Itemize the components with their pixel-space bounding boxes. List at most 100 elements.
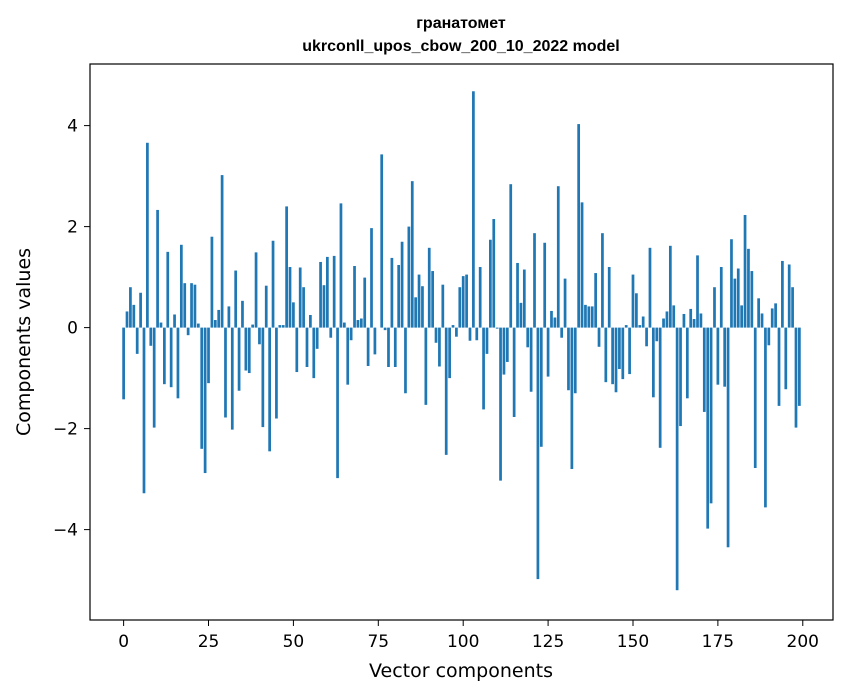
bar [767, 327, 771, 346]
bar [655, 327, 659, 342]
bar [774, 303, 777, 328]
bar [482, 327, 485, 410]
bar [322, 285, 326, 328]
bar [461, 276, 465, 328]
bar [149, 327, 153, 346]
bar [319, 261, 322, 328]
bar [292, 302, 295, 328]
bar [502, 327, 506, 375]
bar [553, 317, 557, 328]
bar [750, 271, 754, 328]
bar [183, 283, 187, 328]
bar [675, 327, 679, 591]
bar [434, 327, 438, 343]
bar [220, 175, 224, 328]
bar [373, 327, 377, 355]
bar [475, 327, 479, 341]
bar [207, 327, 210, 384]
bar [757, 298, 760, 328]
bar [621, 327, 625, 380]
bar [658, 327, 662, 448]
bar [251, 324, 255, 328]
bar [176, 327, 180, 399]
bar [132, 304, 136, 328]
x-tick-label: 25 [198, 632, 220, 652]
y-tick-label: 2 [67, 218, 78, 238]
chart-subtitle: ukrconll_upos_cbow_200_10_2022 model [302, 38, 619, 55]
bar [526, 327, 530, 348]
bar [210, 236, 214, 328]
bar [309, 314, 312, 328]
bar [305, 327, 309, 367]
y-axis-label: Components values [13, 248, 35, 436]
bar [234, 270, 238, 328]
bar [302, 287, 305, 328]
bar [193, 284, 197, 328]
bar [278, 325, 282, 328]
bar [794, 327, 798, 428]
bar [573, 327, 577, 394]
bar [353, 266, 356, 328]
bar [444, 327, 448, 455]
x-tick-label: 50 [283, 632, 305, 652]
bar [349, 327, 353, 341]
bar [699, 313, 703, 328]
bar [543, 242, 547, 328]
bar [227, 306, 231, 328]
bar [570, 327, 574, 470]
bar [312, 327, 316, 379]
bar [696, 255, 699, 328]
bar [295, 327, 299, 373]
bar [261, 327, 265, 428]
bar [679, 327, 682, 427]
bar [410, 181, 414, 328]
bar [719, 267, 723, 328]
bar [631, 274, 635, 328]
bar [268, 327, 271, 452]
bar [495, 327, 499, 329]
bar [716, 327, 720, 385]
bar [332, 255, 336, 328]
bar [230, 327, 234, 430]
bar [458, 287, 462, 328]
bar [723, 327, 727, 387]
bar [512, 327, 516, 417]
x-tick-label: 100 [447, 632, 479, 652]
bar [169, 327, 173, 388]
bar [264, 285, 268, 328]
bar [163, 327, 166, 385]
bar [777, 327, 781, 406]
bar [702, 327, 706, 412]
bar [125, 311, 129, 328]
bar [383, 327, 387, 331]
bar [465, 274, 468, 328]
bar [787, 264, 791, 328]
bar [601, 233, 604, 328]
bar [414, 297, 418, 328]
bar [584, 304, 587, 328]
bar [587, 306, 591, 328]
bar [380, 154, 384, 328]
bar [577, 124, 581, 328]
bar [244, 327, 248, 371]
bar [726, 327, 730, 548]
bar [539, 327, 543, 447]
bar [628, 327, 631, 375]
bar [455, 327, 458, 337]
chart-title: гранатомет [416, 15, 506, 32]
bar [427, 247, 431, 328]
bar [682, 313, 686, 328]
bar [441, 284, 445, 328]
bar [217, 309, 221, 328]
bar [366, 327, 370, 366]
bar [146, 142, 149, 328]
x-tick-label: 175 [702, 632, 734, 652]
bar [224, 327, 227, 418]
x-axis-label: Vector components [369, 660, 553, 682]
plot-frame [89, 63, 834, 621]
bar [662, 318, 665, 328]
bar [706, 327, 710, 529]
bar [281, 325, 285, 328]
bar [370, 228, 373, 328]
